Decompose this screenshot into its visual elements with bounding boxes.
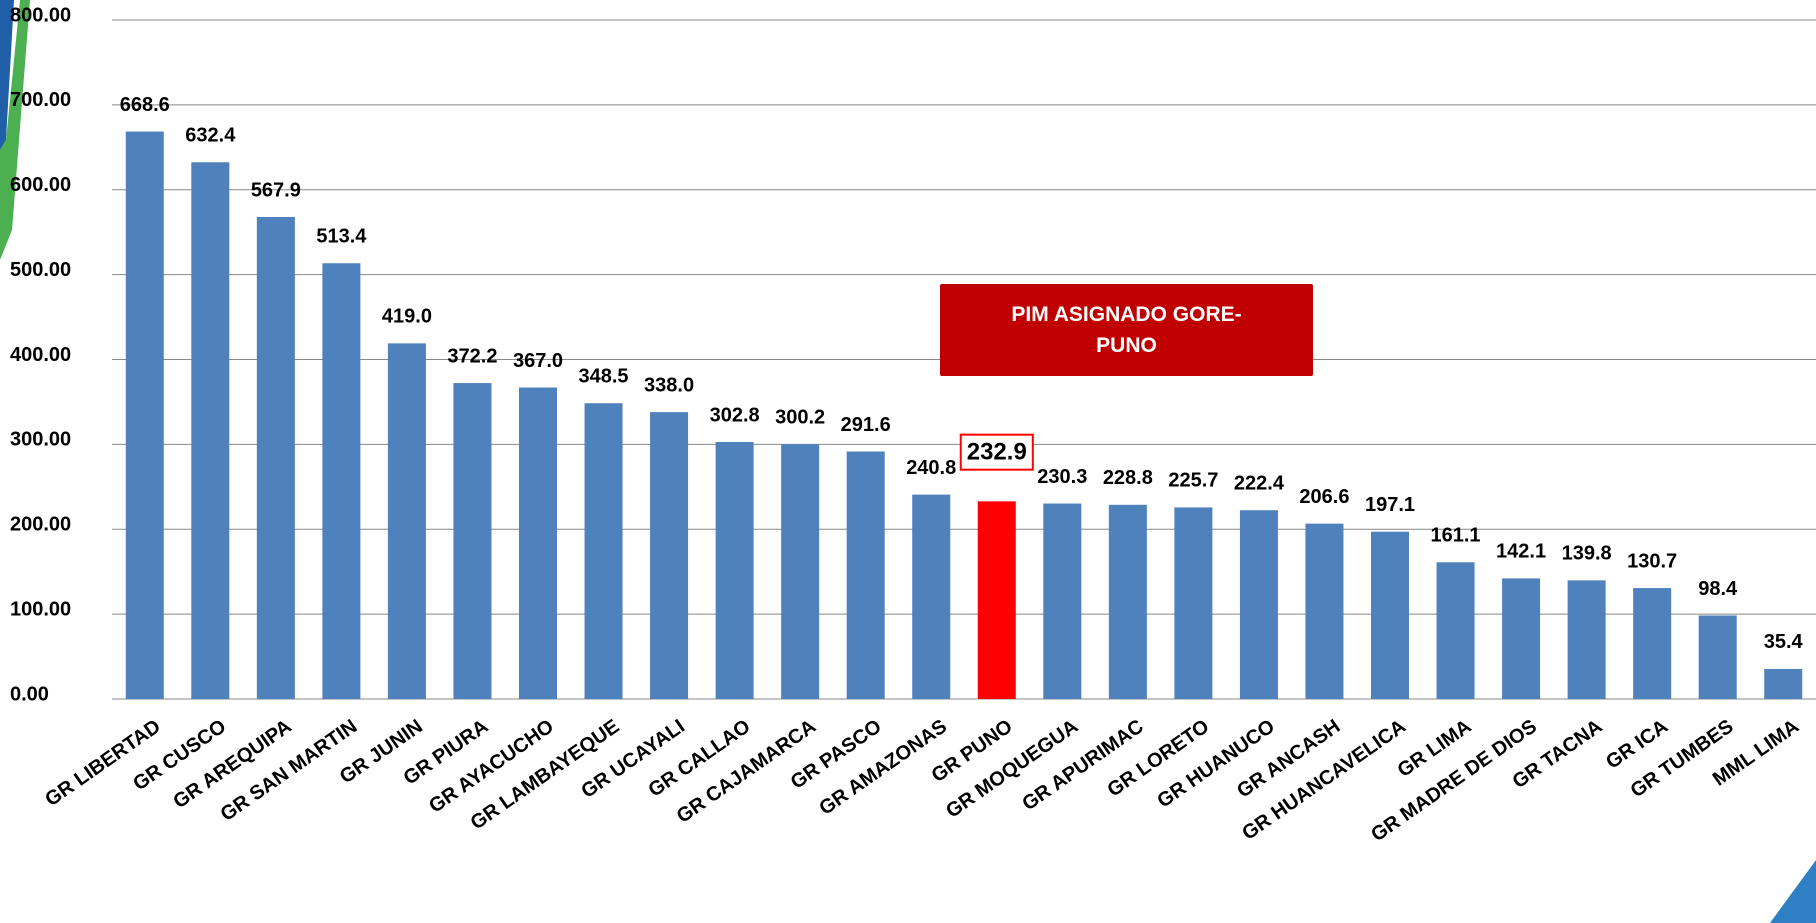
- value-label: 35.4: [1764, 631, 1804, 653]
- annotation: PIM ASIGNADO GORE-PUNO: [940, 284, 1313, 376]
- value-label: 338.0: [644, 374, 694, 396]
- decoration: [0, 0, 14, 150]
- y-tick-label: 600.00: [10, 174, 71, 196]
- bar: [191, 162, 230, 700]
- value-label: 302.8: [710, 404, 760, 426]
- y-tick-label: 700.00: [10, 89, 71, 111]
- bar: [322, 263, 361, 699]
- bar: [1043, 503, 1082, 699]
- y-tick-label: 200.00: [10, 514, 71, 536]
- value-label: 668.6: [120, 94, 170, 116]
- bar: [125, 131, 164, 699]
- decoration: [0, 0, 30, 260]
- value-label: 206.6: [1299, 486, 1349, 508]
- x-tick-label: GR HUANUCO: [1153, 715, 1278, 812]
- value-label: 225.7: [1168, 470, 1218, 492]
- bar: [584, 403, 623, 699]
- decoration: [1770, 860, 1816, 923]
- value-label: 142.1: [1496, 541, 1546, 563]
- value-label: 232.9: [967, 439, 1027, 466]
- y-tick-label: 400.00: [10, 344, 71, 366]
- bar: [1174, 507, 1213, 699]
- bar: [1305, 523, 1344, 699]
- value-label: 567.9: [251, 179, 301, 201]
- bar: [1567, 580, 1606, 699]
- value-label: 222.4: [1234, 473, 1285, 495]
- value-label: 139.8: [1562, 543, 1612, 565]
- value-label-box: [959, 433, 1034, 471]
- bar: [846, 451, 885, 699]
- bar: [387, 343, 426, 699]
- y-tick-label: 800.00: [10, 4, 71, 26]
- value-label: 300.2: [775, 406, 825, 428]
- bar: [1633, 588, 1672, 699]
- y-tick-label: 100.00: [10, 598, 71, 620]
- value-label: 513.4: [316, 226, 367, 248]
- value-label: 367.0: [513, 350, 563, 372]
- value-label: 228.8: [1103, 467, 1153, 489]
- bar: [977, 501, 1016, 699]
- bar: [650, 412, 689, 699]
- bar: [1698, 615, 1737, 699]
- bar: [1436, 562, 1475, 699]
- bar: [1108, 504, 1147, 699]
- value-label: 230.3: [1037, 466, 1087, 488]
- value-label: 419.0: [382, 306, 432, 328]
- value-label: 632.4: [185, 125, 236, 147]
- bar: [1370, 531, 1410, 699]
- bar: [256, 216, 295, 699]
- value-label: 197.1: [1365, 494, 1415, 516]
- value-label: 98.4: [1698, 578, 1738, 600]
- y-tick-label: 500.00: [10, 259, 71, 281]
- y-tick-label: 300.00: [10, 429, 71, 451]
- bar: [715, 441, 754, 699]
- bar: [518, 387, 558, 699]
- y-tick-label: 0.00: [10, 683, 49, 705]
- value-label: 372.2: [447, 345, 497, 367]
- bar: [453, 383, 492, 699]
- value-label: 161.1: [1431, 525, 1481, 547]
- bar: [781, 444, 820, 699]
- bar: [1239, 510, 1278, 699]
- bar: [1502, 578, 1541, 699]
- value-label: 130.7: [1627, 550, 1677, 572]
- value-label: 240.8: [906, 457, 956, 479]
- x-tick-label: GR LIBERTAD: [41, 715, 164, 811]
- bar: [912, 494, 951, 699]
- bar: [1764, 668, 1803, 699]
- value-label: 291.6: [841, 414, 891, 436]
- value-label: 348.5: [579, 365, 629, 387]
